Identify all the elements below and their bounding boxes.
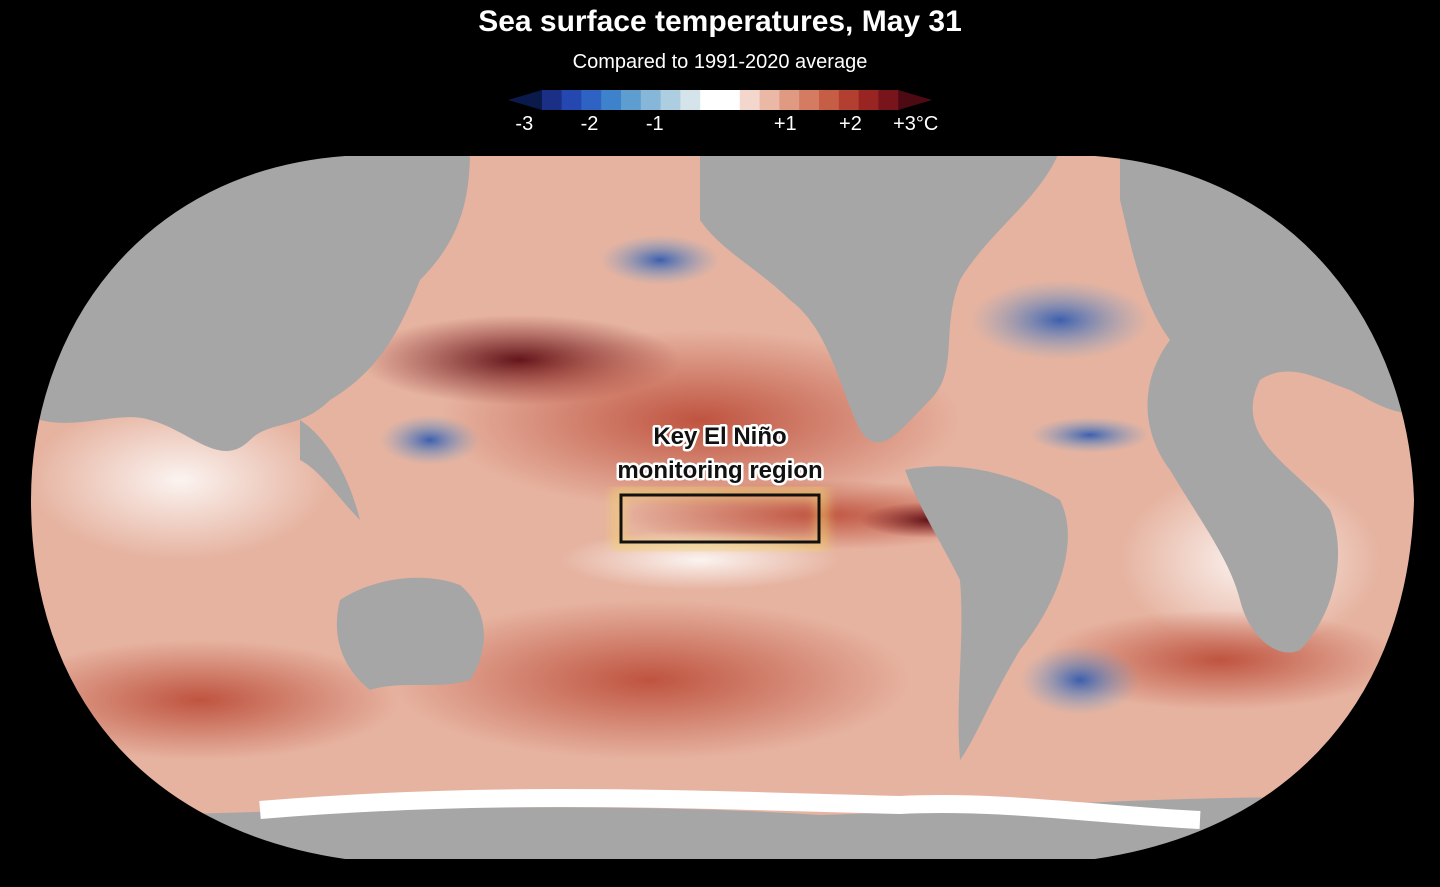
legend-swatch <box>680 90 701 110</box>
legend-tick-label: +1 <box>774 113 797 135</box>
legend-swatch <box>640 90 662 110</box>
legend-tick-label: -3 <box>515 113 533 135</box>
legend-tick-label: +2 <box>839 113 862 135</box>
legend-swatch <box>858 90 879 110</box>
legend-swatch <box>779 90 800 110</box>
legend-swatch <box>581 90 602 110</box>
legend-swatch <box>660 90 681 110</box>
legend-swatch <box>838 90 860 110</box>
glow <box>613 487 827 551</box>
title: Sea surface temperatures, May 31 <box>478 5 962 38</box>
subtitle: Compared to 1991-2020 average <box>573 51 868 73</box>
legend-tick-label: -2 <box>581 113 599 135</box>
legend-swatch <box>621 90 642 110</box>
legend-swatch <box>561 90 582 110</box>
legend-swatch <box>819 90 840 110</box>
legend-swatch <box>720 90 741 110</box>
legend-swatch <box>541 90 563 110</box>
legend-swatch <box>601 90 622 110</box>
legend-tick-label: -1 <box>646 113 664 135</box>
legend-swatch <box>799 90 820 110</box>
ocean-map <box>30 155 1415 860</box>
legend-swatch <box>878 90 899 110</box>
legend-swatch <box>898 90 932 110</box>
monitoring-box <box>619 493 821 544</box>
legend-swatch <box>759 90 780 110</box>
legend-tick-label: +3°C <box>893 113 938 135</box>
legend-swatch <box>508 90 542 110</box>
annotation: Key El Niño <box>653 423 786 450</box>
legend: -3 -2 -1 +1 +2 +3°C <box>508 90 938 135</box>
legend-swatch <box>700 90 721 110</box>
legend-swatch <box>739 90 761 110</box>
annotation: monitoring region <box>617 457 822 484</box>
